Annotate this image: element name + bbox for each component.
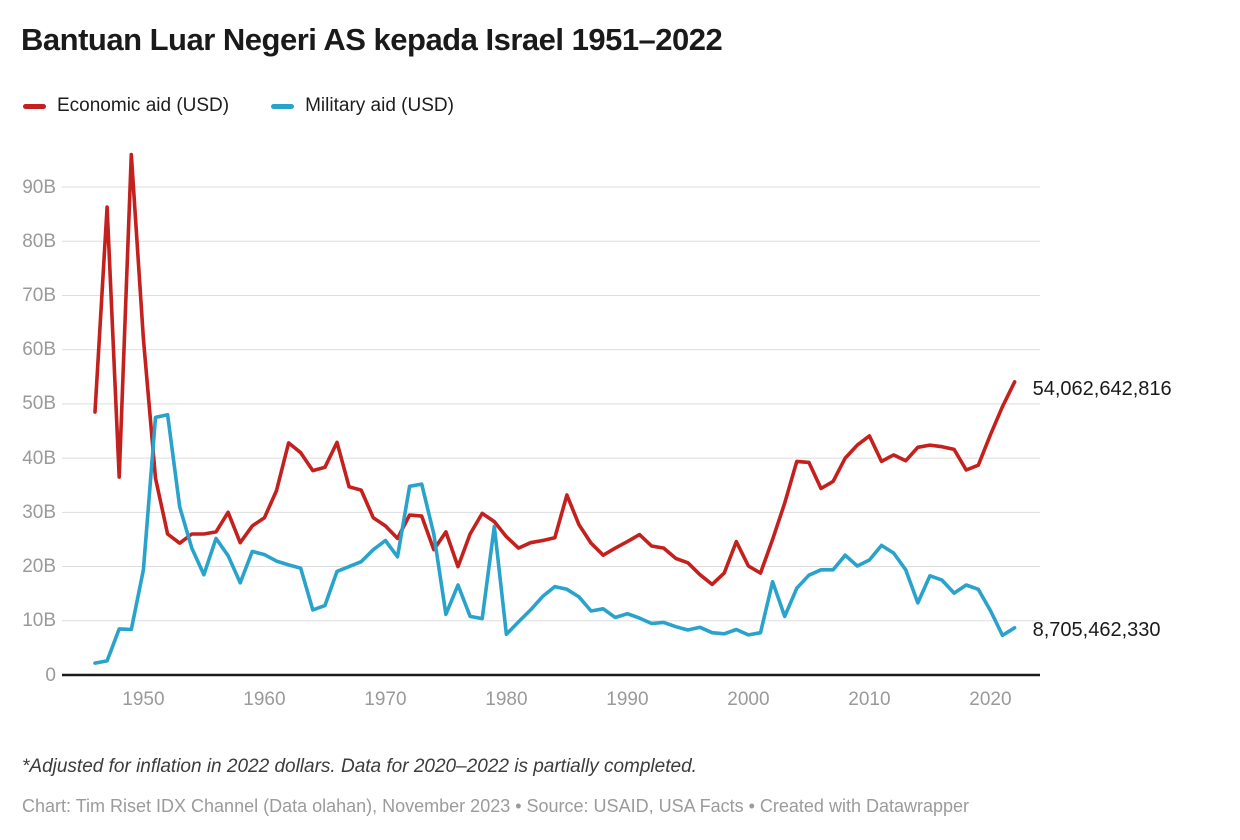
legend-item-economic-aid: Economic aid (USD) [23, 95, 229, 117]
military-aid-line [93, 412, 1017, 665]
x-axis-tick-1960: 1960 [243, 689, 286, 710]
y-axis-tick-90B: 90B [22, 176, 56, 198]
y-axis-tick-10B: 10B [22, 610, 56, 632]
military-aid-line-swatch [271, 103, 295, 109]
y-axis-tick-20B: 20B [22, 556, 56, 578]
x-axis-tick-1950: 1950 [122, 689, 165, 710]
military-aid-end-value-label: 8,705,462,330 [1032, 618, 1161, 641]
y-axis-tick-70B: 70B [22, 284, 56, 306]
legend-label: Military aid (USD) [305, 95, 454, 116]
y-axis-tick-50B: 50B [22, 393, 56, 415]
legend: Economic aid (USD) Military aid (USD) [23, 95, 480, 117]
legend-item-military-aid: Military aid (USD) [271, 95, 454, 117]
x-axis-tick-1990: 1990 [606, 689, 649, 710]
x-axis-tick-1970: 1970 [364, 689, 407, 710]
economic-aid-line-swatch [23, 103, 46, 109]
y-axis-tick-60B: 60B [22, 339, 56, 361]
chart-title: Bantuan Luar Negeri AS kepada Israel 195… [21, 22, 723, 57]
economic-aid-end-value-label: 54,062,642,816 [1032, 377, 1172, 400]
economic-aid-line [93, 152, 1017, 587]
y-axis-tick-40B: 40B [22, 447, 56, 469]
y-axis-tick-0: 0 [45, 664, 56, 686]
legend-label: Economic aid (USD) [57, 95, 230, 116]
byline-source-credit: Chart: Tim Riset IDX Channel (Data olaha… [22, 796, 970, 816]
x-axis-tick-2000: 2000 [727, 689, 770, 710]
x-axis-tick-2020: 2020 [969, 689, 1012, 710]
footnote: *Adjusted for inflation in 2022 dollars.… [22, 756, 697, 777]
x-axis-tick-2010: 2010 [848, 689, 891, 710]
x-axis-tick-1980: 1980 [485, 689, 528, 710]
y-axis-tick-30B: 30B [22, 501, 56, 523]
y-axis-tick-80B: 80B [22, 230, 56, 252]
